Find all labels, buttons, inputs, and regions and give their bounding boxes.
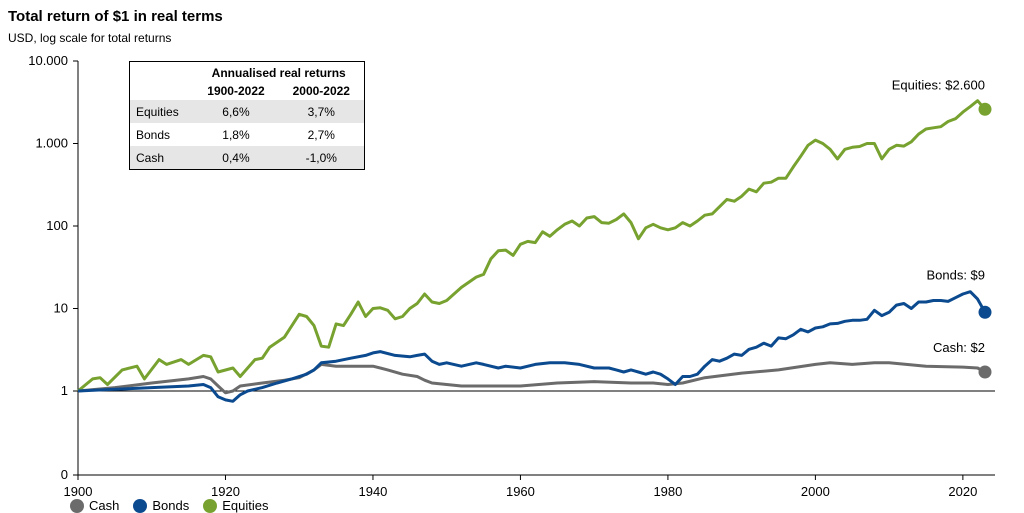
row-value: -1,0% xyxy=(278,146,365,170)
chart-title: Total return of $1 in real terms xyxy=(8,8,223,25)
legend-dot xyxy=(203,498,218,513)
series-line-cash xyxy=(77,361,986,395)
legend: Cash Bonds Equities xyxy=(70,498,268,513)
y-tick-label: 1.000 xyxy=(35,136,68,151)
legend-label: Bonds xyxy=(152,498,190,513)
row-value: 6,6% xyxy=(193,100,279,123)
legend-label: Cash xyxy=(89,498,120,513)
x-tick-label: 1920 xyxy=(211,484,240,499)
row-label: Cash xyxy=(129,146,194,170)
table-col1: 1900-2022 xyxy=(207,84,265,98)
table-col2: 2000-2022 xyxy=(292,84,350,98)
row-label: Bonds xyxy=(136,127,171,142)
legend-item-bonds: Bonds xyxy=(133,498,189,513)
row-value: 0,4% xyxy=(193,146,279,170)
series-line-equities xyxy=(77,99,987,393)
returns-table: Annualised real returns 1900-2022 2000-20… xyxy=(129,61,365,170)
legend-dot xyxy=(133,498,148,513)
end-marker-bonds xyxy=(978,305,992,319)
table-row: Cash 0,4% -1,0% xyxy=(129,146,365,170)
y-tick-label: 100 xyxy=(46,218,68,233)
legend-item-cash: Cash xyxy=(70,498,119,513)
x-tick-label: 2000 xyxy=(801,484,830,499)
x-tick-label: 1940 xyxy=(358,484,387,499)
y-tick-label: 0 xyxy=(61,467,68,482)
x-tick-label: 1900 xyxy=(64,484,93,499)
end-label-bonds: Bonds: $9 xyxy=(926,267,985,282)
y-tick-label: 1 xyxy=(61,383,68,398)
table-row: Bonds 1,8% 2,7% xyxy=(130,123,365,146)
x-tick-label: 1960 xyxy=(506,484,535,499)
x-tick-label: 2020 xyxy=(948,484,977,499)
series-lines xyxy=(77,99,992,403)
series-line-bonds xyxy=(77,290,987,403)
legend-item-equities: Equities xyxy=(203,498,268,513)
table-header: Annualised real returns xyxy=(211,66,346,80)
legend-dot xyxy=(70,498,84,513)
row-value: 1,8% xyxy=(222,127,250,142)
legend-label: Equities xyxy=(222,498,269,513)
end-labels: Cash: $2 Equities: $2.600 Bonds: $9 xyxy=(892,77,985,355)
row-value: 2,7% xyxy=(307,127,335,142)
row-value: 3,7% xyxy=(278,100,365,123)
row-label: Equities xyxy=(129,100,194,123)
chart-subtitle: USD, log scale for total returns xyxy=(8,31,172,45)
end-marker-cash xyxy=(978,365,992,379)
table-row: Equities 6,6% 3,7% xyxy=(129,100,365,123)
end-marker-equities xyxy=(978,102,992,116)
end-label-equities: Equities: $2.600 xyxy=(892,77,985,92)
x-tick-label: 1980 xyxy=(653,484,682,499)
y-tick-label: 10.000 xyxy=(28,53,68,68)
y-tick-label: 10 xyxy=(54,301,68,316)
end-label-cash: Cash: $2 xyxy=(933,340,985,355)
